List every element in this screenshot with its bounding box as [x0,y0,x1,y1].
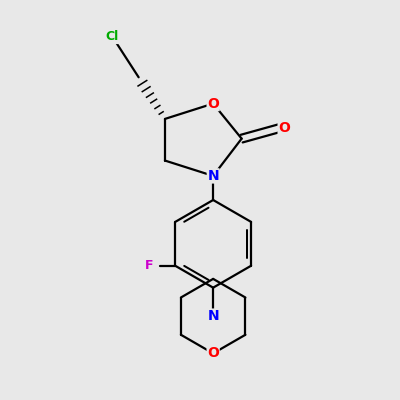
Text: O: O [278,121,290,135]
Text: Cl: Cl [106,30,119,44]
Text: F: F [145,259,153,272]
Text: O: O [207,346,219,360]
Text: N: N [207,309,219,323]
Text: N: N [207,169,219,183]
Text: O: O [207,96,219,110]
